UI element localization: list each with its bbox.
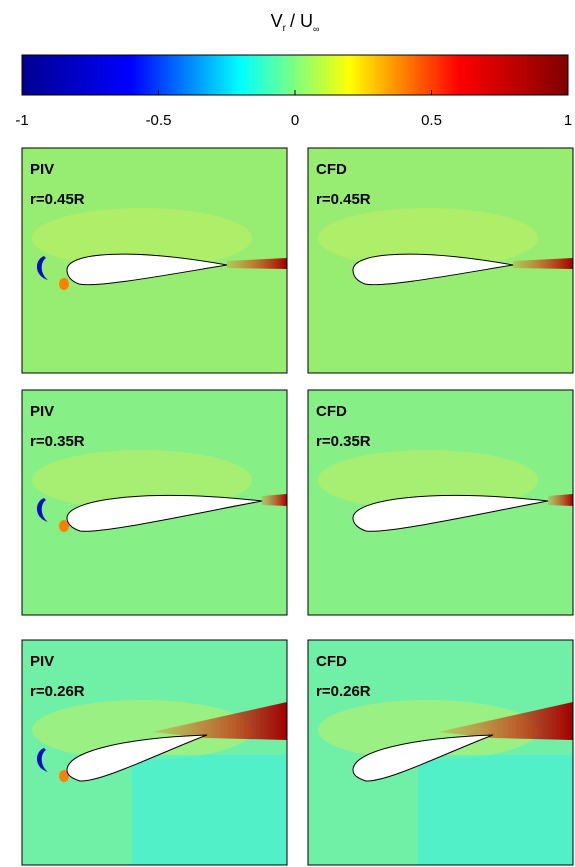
panel-radius: r=0.35R	[316, 433, 371, 450]
panel-method: PIV	[30, 161, 54, 178]
lower-field	[132, 755, 287, 865]
panel-radius: r=0.26R	[30, 683, 85, 700]
panel: PIV r=0.26R	[22, 640, 287, 865]
tick-label: -0.5	[146, 112, 172, 129]
panel: PIV r=0.45R	[22, 148, 287, 373]
panel: PIV r=0.35R	[22, 390, 287, 615]
panel-radius: r=0.45R	[316, 191, 371, 208]
tick-label: 0.5	[421, 112, 442, 129]
title-part: r	[283, 23, 287, 34]
wake	[548, 494, 573, 506]
wake	[262, 494, 287, 506]
title-part: ∞	[313, 24, 319, 34]
panel: CFD r=0.26R	[308, 640, 573, 865]
title-part: V	[271, 11, 283, 31]
tick-label: -1	[15, 112, 28, 129]
panel-radius: r=0.45R	[30, 191, 85, 208]
title-part: / U	[290, 11, 313, 31]
panel: CFD r=0.45R	[308, 148, 573, 373]
panel-method: PIV	[30, 403, 54, 420]
panel-radius: r=0.35R	[30, 433, 85, 450]
panel-method: PIV	[30, 653, 54, 670]
figure: Vr/ U∞ -1-0.500.51PIVr=0.45RCFDr=0.45RPI…	[0, 0, 575, 867]
panel-method: CFD	[316, 403, 347, 420]
colorbar	[22, 55, 568, 95]
le-spot	[59, 278, 69, 290]
tick-label: 0	[291, 112, 299, 129]
lower-field	[418, 755, 573, 865]
panel-method: CFD	[316, 161, 347, 178]
tick-label: 1	[564, 112, 572, 129]
panel-radius: r=0.26R	[316, 683, 371, 700]
page: {"chart_data": {"type": "field-panels", …	[0, 0, 575, 867]
panel: CFD r=0.35R	[308, 390, 573, 615]
colorbar-title: Vr/ U∞	[271, 11, 320, 35]
panel-method: CFD	[316, 653, 347, 670]
